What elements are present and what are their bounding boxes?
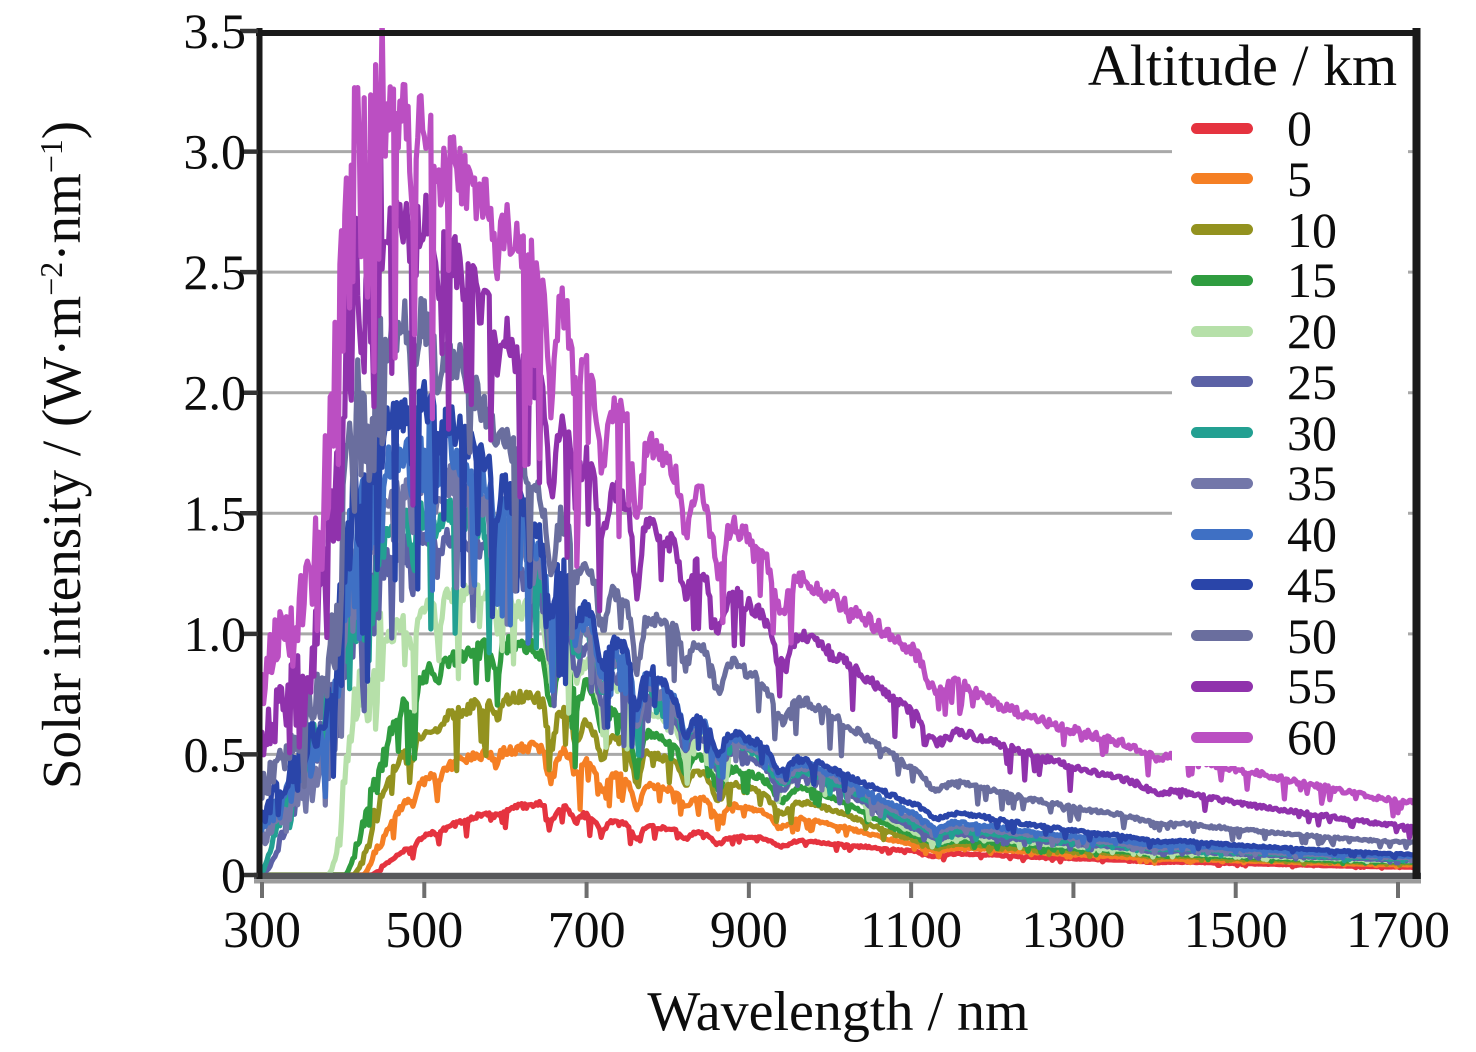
legend-label-55km: 55 [1287,658,1337,715]
y-axis-exponent: −1 [34,139,70,174]
x-tick-label-1100: 1100 [860,902,962,959]
curve-45km [261,379,1414,861]
legend-label-20km: 20 [1287,303,1337,359]
y-axis-exponent: −2 [34,261,70,296]
x-tick-label-500: 500 [385,902,463,959]
ticks: 300 500 700 900 1100 1300 1500 170000.51.01.52.… [184,3,1451,959]
x-tick-label-700: 700 [548,902,626,959]
y-tick-label-3.5: 3.5 [184,3,247,59]
x-tick-label-300: 300 [223,902,301,959]
legend-label-35km: 35 [1287,455,1337,512]
legend-swatch-10km [1191,224,1253,235]
legend-label-30km: 30 [1287,404,1337,461]
plot-frame [254,28,1421,884]
legend-background [1172,36,1408,766]
legend-label-40km: 40 [1287,506,1337,562]
legend-swatch-25km [1191,376,1253,388]
legend-swatch-30km [1191,427,1253,438]
legend-swatch-40km [1191,528,1253,540]
legend-label-50km: 50 [1287,607,1337,664]
x-tick-label-900: 900 [710,902,788,959]
legend-swatch-20km [1191,325,1253,337]
x-tick-label-1500: 1500 [1184,902,1288,959]
y-tick-label-0: 0 [221,847,246,903]
legend-label-60km: 60 [1287,709,1337,765]
y-tick-label-1.5: 1.5 [184,485,247,541]
legend-swatch-50km [1191,630,1253,641]
legend-label-5km: 5 [1287,150,1312,207]
legend-swatch-55km [1191,680,1253,692]
y-tick-label-1.0: 1.0 [184,606,247,662]
legend-swatch-60km [1191,731,1253,743]
y-axis-title-text: ) [31,120,92,140]
curve-60km [261,28,1414,819]
legend-label-15km: 15 [1287,252,1337,309]
legend-swatch-45km [1191,579,1253,591]
legend-label-25km: 25 [1287,353,1337,410]
legend-swatch-5km [1191,173,1253,185]
y-tick-label-0.5: 0.5 [184,726,247,782]
legend-swatch-15km [1191,274,1253,286]
curve-35km [261,457,1414,864]
curve-50km [261,296,1414,851]
y-axis-title: Solar intensity / (W·m−2·nm−1) [30,60,100,850]
x-tick-label-1300: 1300 [1021,902,1125,959]
legend-label-45km: 45 [1287,556,1337,613]
x-tick-label-1700: 1700 [1346,902,1450,959]
legend-label-10km: 10 [1287,201,1337,258]
legend-title: Altitude / km [1087,33,1398,98]
legend-label-0km: 0 [1287,100,1312,156]
y-tick-label-2.5: 2.5 [184,244,247,300]
y-tick-label-3.0: 3.0 [184,124,247,180]
legend-swatch-0km [1191,122,1253,134]
y-tick-label-2.0: 2.0 [184,365,247,421]
legend-swatch-35km [1191,477,1253,489]
y-axis-title-text: ·nm [31,173,92,262]
y-axis-title-text: Solar intensity / (W·m [31,295,92,790]
curve-55km [261,132,1414,841]
curves [261,28,1414,878]
x-axis-title: Wavelength / nm [647,981,1029,1043]
